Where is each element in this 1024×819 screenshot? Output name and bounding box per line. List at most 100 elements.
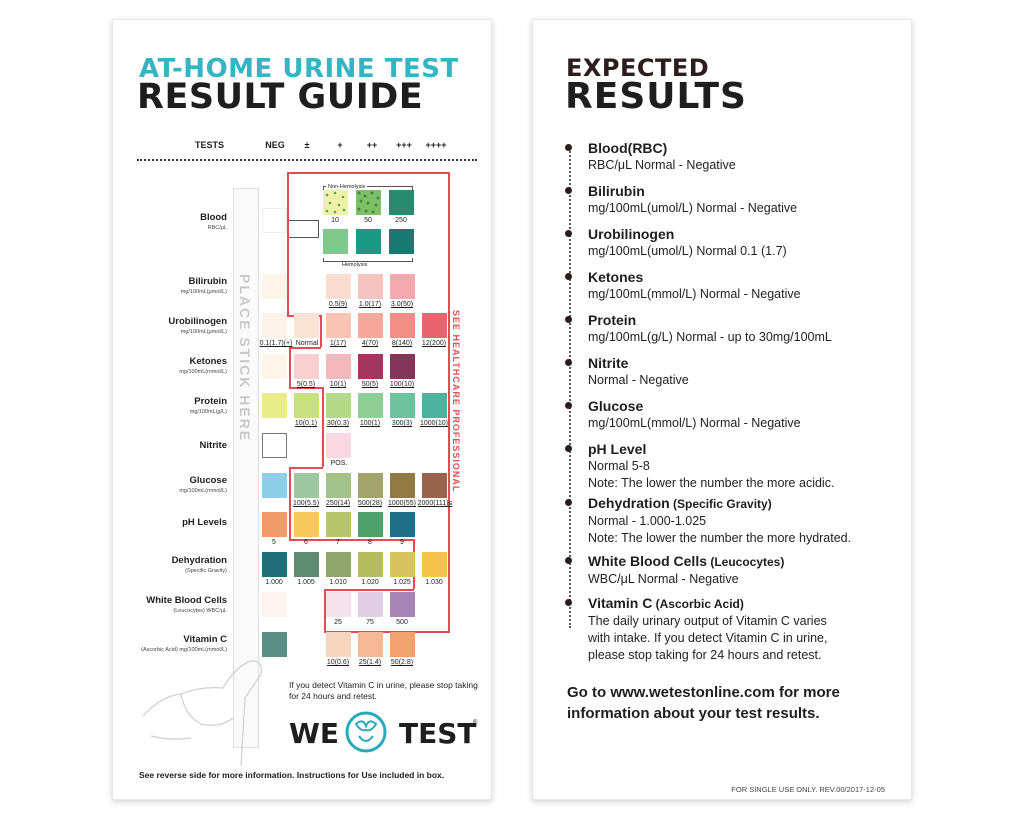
header-tests: TESTS [195,140,225,150]
hcp-boundary [287,172,449,174]
hcp-boundary [287,172,289,315]
swatch-ph-8 [358,512,383,537]
guide-title-top: AT-HOME URINE TEST [139,54,459,84]
swatch-protein-4 [390,393,415,418]
swatch-glucose-2 [326,473,351,498]
caption-sg-5: 1.025 [393,579,411,586]
caption-ketones-3: 50(5) [361,381,379,388]
swatch-glucose-5 [422,473,447,498]
label-vitamin-c: Vitamin C (Ascorbic Acid) mg/100mL(mmol/L… [141,634,227,653]
swatch-vitc-10 [326,632,351,657]
hcp-boundary [448,172,450,632]
caption-urobilinogen-2: 4(70) [361,340,379,347]
swatch-blood-hemo-3 [389,229,414,254]
swatch-ketones-3 [358,354,383,379]
entry-nitrite: Nitrite Normal - Negative [565,355,689,389]
blood-bracket [289,220,319,238]
swatch-glucose-neg [262,473,287,498]
hcp-boundary [289,387,323,389]
entry-vitamin-c: Vitamin C (Ascorbic Acid) The daily urina… [565,595,827,664]
swatch-ketones-2 [326,354,351,379]
entry-wbc: White Blood Cells (Leucocytes) WBC/μL Nor… [565,553,784,588]
swatch-wbc-neg [262,592,287,617]
swatch-glucose-1 [294,473,319,498]
caption-wbc-75: 75 [366,619,374,626]
swatch-ketones-1 [294,354,319,379]
swatch-urobilinogen-1 [262,313,287,338]
caption-protein-1: 10(0.1) [294,420,318,427]
swatch-ketones-4 [390,354,415,379]
swatch-ketones-neg [262,354,287,379]
label-blood: Blood RBC/μL [200,212,227,231]
swatch-glucose-4 [390,473,415,498]
caption-urobilinogen-3: 8(140) [391,340,413,347]
header-divider [137,159,477,161]
website-link[interactable]: www.wetestonline.com [610,684,775,701]
header-plus2: ++ [366,140,378,150]
swatch-urobilinogen-6 [422,313,447,338]
swatch-ph-6 [294,512,319,537]
swatch-blood-neg [262,208,287,233]
header-plus1: + [337,140,343,150]
caption-sg-6: 1.030 [425,579,443,586]
caption-bilirubin-3: 3.0(50) [390,301,414,308]
swatch-protein-3 [358,393,383,418]
swatch-bilirubin-2 [358,274,383,299]
entry-ketones: Ketones mg/100mL(mmol/L) Normal - Negativ… [565,269,801,303]
entry-ph: pH Level Normal 5-8 Note: The lower the nu… [565,441,834,492]
swatch-sg-1010 [326,552,351,577]
caption-urobilinogen-normal-low: 0.1(1.7)(+) [259,340,293,347]
swatch-vitc-50 [390,632,415,657]
label-wbc: White Blood Cells (Leucocytes) WBC/μL [146,595,227,614]
hemo-bracket [323,258,413,262]
swatch-blood-nonhemo-50 [356,190,381,215]
caption-ketones-2: 10(1) [329,381,347,388]
expected-title-top: EXPECTED [566,54,710,82]
label-bilirubin: Bilirubin mg/100mL(μmol/L) [180,276,227,295]
bullet-dot-icon [565,599,572,606]
entry-glucose: Glucose mg/100mL(mmol/L) Normal - Negativ… [565,398,801,432]
bullet-dot-icon [565,230,572,237]
swatch-sg-1020 [358,552,383,577]
header-neg: NEG [265,140,285,150]
caption-vitc-50: 50(2.8) [390,659,414,666]
swatch-urobilinogen-2 [294,313,319,338]
timeline-line [569,148,571,628]
swatch-protein-neg [262,393,287,418]
swatch-protein-2 [326,393,351,418]
non-hemolysis-label: Non-Hemolysis [326,184,368,190]
swatch-blood-nonhemo-10 [323,190,348,215]
swatch-wbc-75 [358,592,383,617]
caption-glucose-3: 500(28) [357,500,383,507]
hcp-boundary [324,631,450,633]
hcp-boundary [320,315,322,347]
hcp-boundary [289,539,414,541]
logo-registered: ® [473,720,478,726]
entry-dehydration: Dehydration (Specific Gravity) Normal - 1… [565,495,851,547]
caption-sg-4: 1.020 [361,579,379,586]
caption-glucose-2: 250(14) [325,500,351,507]
bullet-dot-icon [565,273,572,280]
swatch-nitrite-pos [326,433,351,458]
caption-protein-2: 30(0.3) [326,420,350,427]
caption-sg-3: 1.010 [329,579,347,586]
hcp-boundary [324,589,326,632]
caption-protein-3: 100(1) [359,420,381,427]
swatch-glucose-3 [358,473,383,498]
bullet-dot-icon [565,316,572,323]
caption-nitrite-pos: POS. [330,460,348,467]
hcp-boundary [289,347,321,349]
caption-urobilinogen-4: 12(200) [421,340,447,347]
nonhemo-bracket [323,186,413,190]
caption-urobilinogen-normal: Normal [295,340,319,347]
place-stick-area: PLACE STICK HERE [233,188,259,748]
bullet-dot-icon [565,445,572,452]
swatch-protein-5 [422,393,447,418]
hcp-boundary [324,589,414,591]
bullet-dot-icon [565,402,572,409]
caption-bilirubin-2: 1.0(17) [358,301,382,308]
caption-sg-1: 1.000 [265,579,283,586]
entry-bilirubin: Bilirubin mg/100mL(umol/L) Normal - Negat… [565,183,797,217]
label-nitrite: Nitrite [199,440,227,451]
caption-ph-9: 9 [400,539,404,546]
